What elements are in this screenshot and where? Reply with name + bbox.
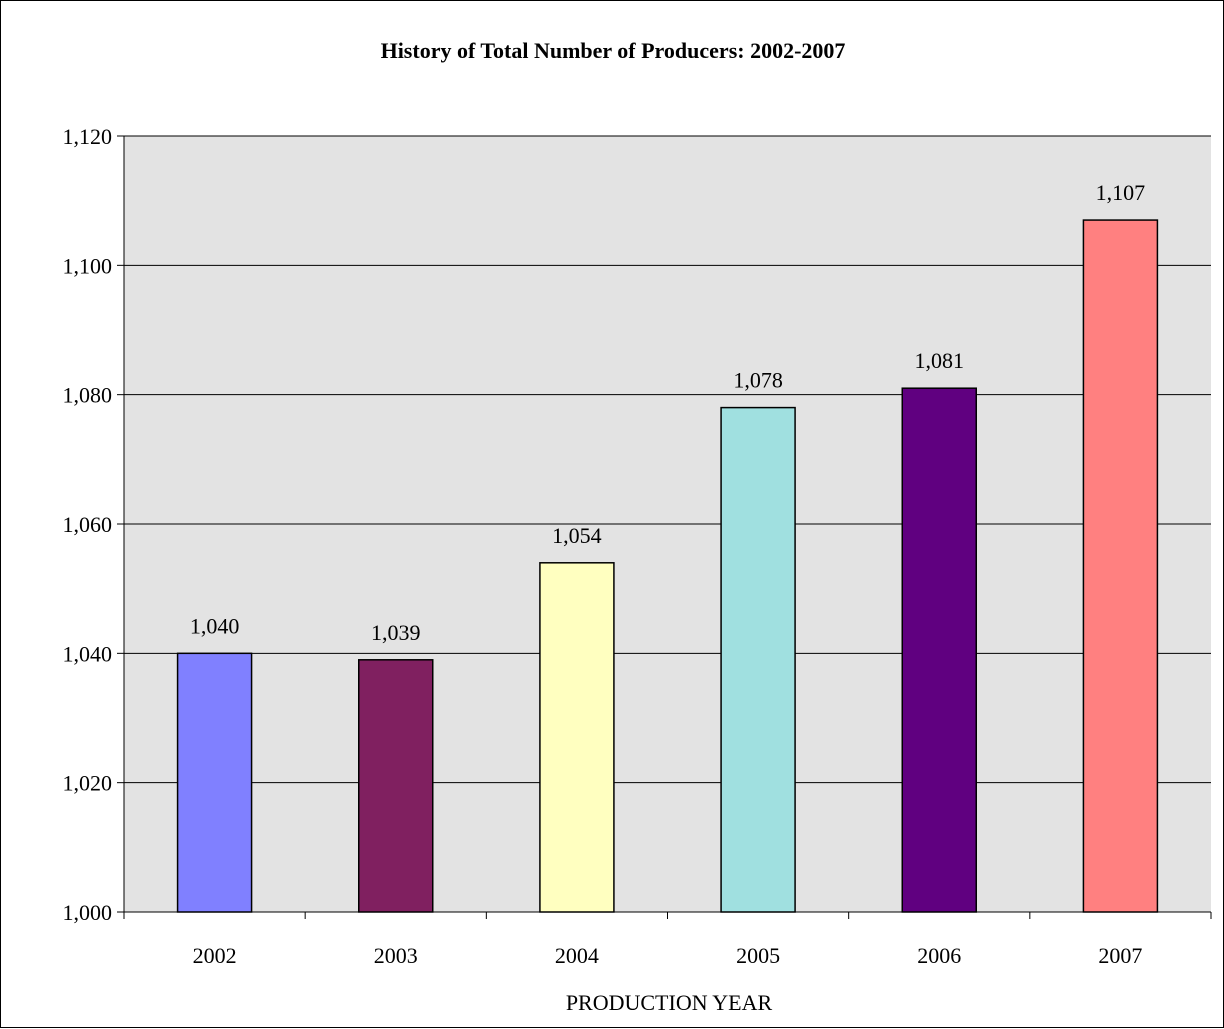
y-tick-label: 1,060	[63, 512, 113, 537]
chart-title: History of Total Number of Producers: 20…	[381, 38, 846, 63]
x-axis-title: PRODUCTION YEAR	[566, 990, 773, 1015]
bar-2007	[1082, 219, 1159, 913]
data-label-2004: 1,054	[552, 523, 602, 548]
x-tick-label: 2005	[736, 943, 780, 968]
y-tick-label: 1,040	[63, 641, 113, 666]
data-label-2006: 1,081	[915, 348, 965, 373]
y-tick-label: 1,120	[63, 124, 113, 149]
axes	[117, 135, 1212, 919]
data-label-2007: 1,107	[1096, 180, 1146, 205]
x-tick-label: 2004	[555, 943, 599, 968]
bar-2006	[901, 387, 977, 913]
y-tick-label: 1,100	[63, 253, 113, 278]
bar-2005	[720, 406, 796, 913]
data-label-2003: 1,039	[371, 620, 421, 645]
bar-2004	[539, 562, 615, 913]
y-tick-label: 1,080	[63, 383, 113, 408]
y-tick-label: 1,020	[63, 771, 113, 796]
bar-2003	[358, 659, 434, 913]
x-tick-label: 2007	[1098, 943, 1142, 968]
x-tick-label: 2002	[193, 943, 237, 968]
y-tick-label: 1,000	[63, 900, 113, 925]
bar-2002	[176, 652, 253, 913]
bars	[176, 219, 1159, 913]
gridlines	[124, 135, 1211, 784]
data-label-2002: 1,040	[190, 613, 240, 638]
x-tick-label: 2006	[917, 943, 961, 968]
data-label-2005: 1,078	[733, 368, 783, 393]
labels: 1,000 1,020 1,040 1,060 1,080 1,100 1,120 1,040…	[63, 124, 1146, 968]
x-tick-label: 2003	[374, 943, 418, 968]
